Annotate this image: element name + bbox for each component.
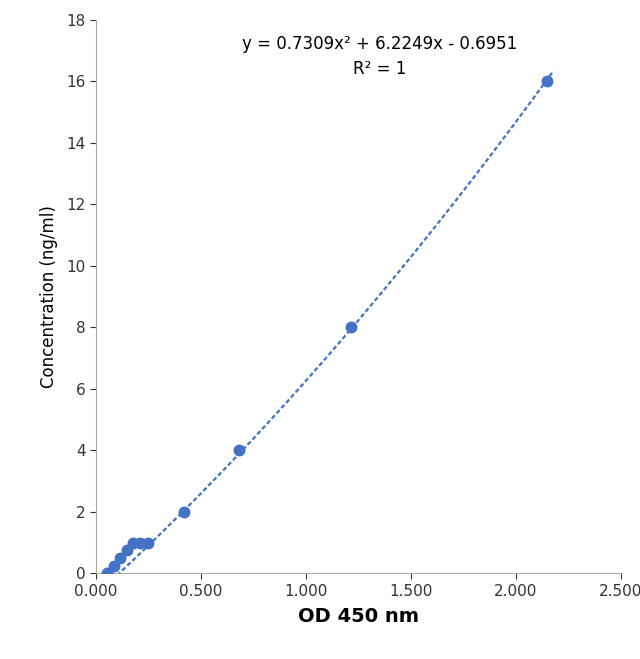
Point bbox=[346, 322, 356, 333]
Point bbox=[234, 445, 244, 455]
Point bbox=[143, 537, 154, 548]
Point bbox=[135, 537, 145, 548]
Point bbox=[542, 76, 552, 86]
Point bbox=[128, 537, 138, 548]
X-axis label: OD 450 nm: OD 450 nm bbox=[298, 607, 419, 626]
Point bbox=[179, 507, 189, 517]
Y-axis label: Concentration (ng/ml): Concentration (ng/ml) bbox=[40, 205, 58, 388]
Point bbox=[122, 545, 132, 556]
Point bbox=[115, 553, 125, 563]
Point bbox=[102, 568, 112, 579]
Text: y = 0.7309x² + 6.2249x - 0.6951
R² = 1: y = 0.7309x² + 6.2249x - 0.6951 R² = 1 bbox=[242, 35, 517, 78]
Point bbox=[109, 560, 119, 571]
